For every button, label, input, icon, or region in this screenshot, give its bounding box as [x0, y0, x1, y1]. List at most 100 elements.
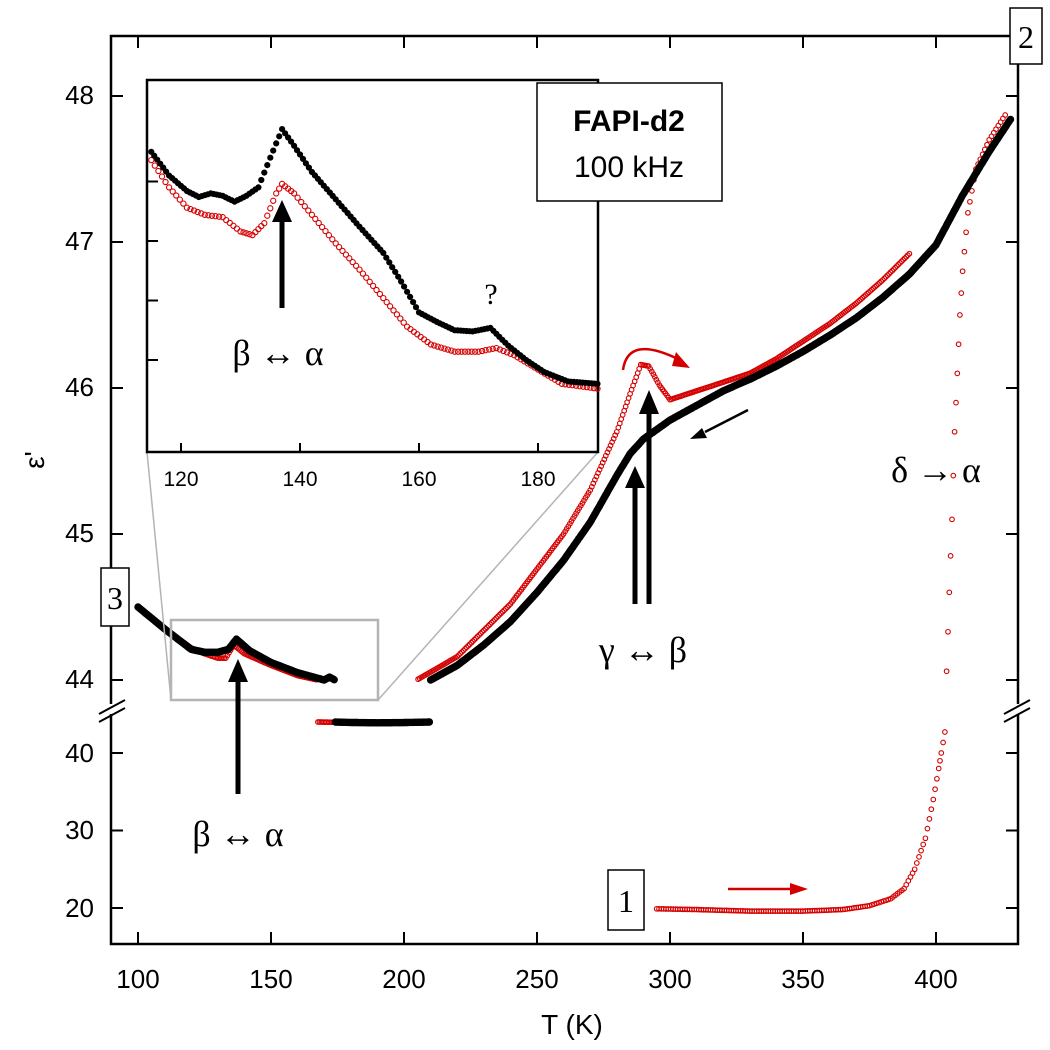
- cooling-point: [331, 718, 340, 726]
- label-2-box: [1009, 7, 1043, 65]
- inset-cooling-point: [285, 134, 292, 141]
- inset-heating-point: [298, 198, 305, 206]
- x-tick-label: 250: [515, 964, 558, 994]
- heating-point: [471, 636, 478, 643]
- inset-cooling-point: [291, 142, 298, 149]
- inset-heating-point: [441, 345, 448, 352]
- heating-point: [967, 198, 973, 205]
- inset-heating-point: [475, 348, 482, 355]
- heating-point: [469, 638, 476, 645]
- legend-frame: [536, 82, 723, 202]
- heating-point: [491, 616, 498, 623]
- inset-heating-point: [493, 344, 500, 352]
- y-tick-label: 46: [65, 372, 94, 402]
- cooling-direction-arrow-shaft: [704, 408, 749, 434]
- inset-cooling-point: [270, 147, 277, 154]
- inset-cooling-point: [305, 164, 312, 171]
- heating-point: [945, 628, 951, 635]
- inset-heating-point: [246, 231, 253, 238]
- inset-heating-point: [386, 303, 394, 310]
- heating-point: [459, 649, 465, 655]
- gamma-beta-label: γ ↔ β: [598, 630, 687, 670]
- heating-point: [906, 250, 913, 257]
- heating-point: [490, 618, 497, 624]
- inset-cooling-point: [401, 283, 408, 290]
- heating-point: [890, 266, 897, 272]
- heating-point: [959, 268, 966, 275]
- y-tick-label: 47: [65, 226, 94, 256]
- inset-heating-point: [173, 192, 180, 199]
- inset-heating-point: [276, 185, 283, 192]
- axis-break-right-mark-a: [1003, 699, 1031, 715]
- cooling-series: [134, 115, 1015, 727]
- inset-x-tick-label: 180: [520, 468, 555, 491]
- inset-heating-point: [431, 342, 438, 349]
- heating-point: [951, 428, 958, 435]
- heating-point: [466, 641, 473, 648]
- heating-point: [463, 644, 470, 651]
- beta-alpha-label: β ↔ α: [192, 814, 283, 854]
- axis-break-left-mark-a: [98, 699, 126, 715]
- inset-heating-point: [169, 188, 176, 195]
- heating-point: [969, 188, 975, 194]
- inset-heating-point: [187, 205, 194, 213]
- heating-point: [454, 653, 461, 660]
- inset-cooling-point: [386, 259, 393, 266]
- label-3-text: 3: [107, 580, 123, 616]
- inset-heating-point: [162, 178, 169, 186]
- heating-point: [460, 647, 467, 654]
- heating-point: [918, 847, 924, 854]
- heating-point: [900, 257, 906, 263]
- heating-point: [468, 639, 475, 646]
- inset-heating-point: [507, 350, 514, 357]
- label-3-box: [100, 567, 130, 627]
- inset-heating-point: [305, 207, 312, 214]
- heating-point: [495, 613, 501, 620]
- inset-heating-point: [301, 203, 308, 210]
- heating-point: [965, 209, 971, 216]
- gamma-beta-arrow-right-head: [639, 390, 659, 414]
- y-tick-label: 40: [65, 738, 94, 768]
- inset-heating-point: [322, 227, 329, 235]
- inset-cooling-point: [383, 254, 390, 261]
- inset-cooling-point: [380, 249, 387, 256]
- inset-heating-point: [215, 213, 223, 220]
- inset-heating-point: [158, 173, 166, 180]
- heating-point: [946, 589, 953, 596]
- inset-cooling-point: [282, 130, 289, 137]
- inset-heating-point: [380, 294, 387, 302]
- inset-heating-point: [373, 286, 380, 294]
- inset-cooling-point: [302, 160, 309, 167]
- inset-heating-point: [270, 197, 277, 204]
- inset-cooling-point: [412, 304, 420, 311]
- zoom-connector-right: [377, 451, 599, 701]
- inset-heating-point: [376, 290, 384, 298]
- inset-heating-point: [329, 236, 336, 243]
- heating-point: [958, 290, 965, 296]
- heating-point: [894, 263, 900, 269]
- heating-point: [892, 264, 899, 271]
- y-tick-label: 30: [65, 815, 94, 845]
- inset-heating-point: [468, 348, 475, 355]
- heating-point: [455, 652, 462, 658]
- heating-point: [953, 399, 959, 406]
- heating-point: [916, 854, 922, 860]
- inset-cooling-point: [273, 140, 280, 147]
- delta-alpha-label: δ → α: [891, 450, 981, 490]
- inset-cooling-point: [279, 126, 286, 133]
- inset-heating-point: [308, 211, 316, 218]
- heating-point: [926, 816, 933, 822]
- inset-x-tick-label: 140: [282, 468, 317, 491]
- inset-cooling-point: [151, 152, 158, 159]
- inset-heating-point: [393, 311, 401, 318]
- y-tick-label: 44: [65, 664, 94, 694]
- zoom-connector-left: [146, 451, 172, 701]
- inset-arrow-head: [272, 200, 292, 222]
- inset-heating-point: [503, 349, 511, 356]
- inset-heating-point: [148, 156, 155, 164]
- inset-heating-point: [359, 270, 367, 277]
- inset-heating-point: [397, 315, 404, 322]
- axis-ticks: [111, 36, 1018, 944]
- inset-frame: [145, 78, 600, 454]
- heating-point: [504, 604, 511, 611]
